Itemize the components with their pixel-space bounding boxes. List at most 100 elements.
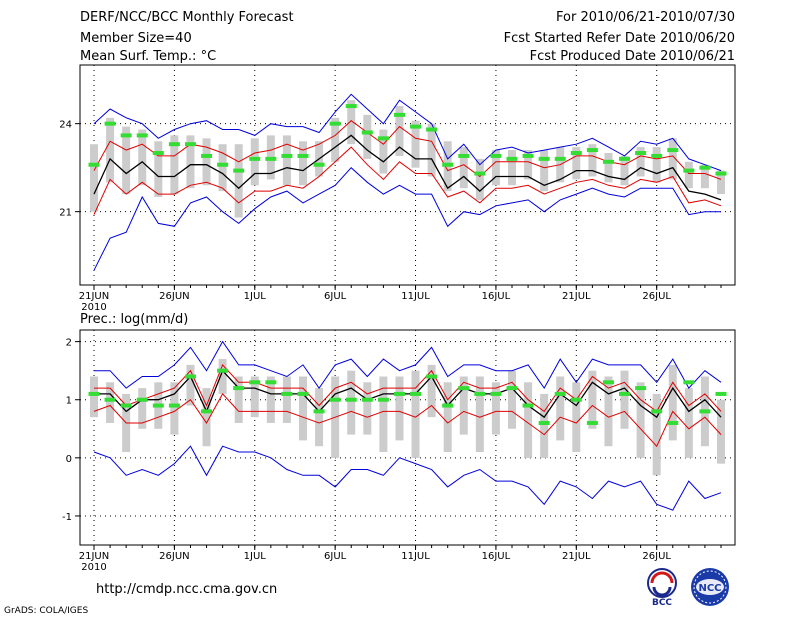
temperature-spread-bar — [379, 129, 388, 174]
precipitation-xtick-label-line: 26JUL — [642, 551, 671, 562]
precipitation-spread-bar — [106, 382, 115, 423]
temperature-median-mark — [265, 156, 277, 161]
precipitation-ytick-label: 1 — [66, 396, 72, 407]
precipitation-spread-bar — [202, 388, 211, 447]
precipitation-median-mark — [490, 391, 502, 396]
temperature-spread-bar — [668, 138, 677, 180]
temperature-spread-bar — [299, 141, 307, 186]
precipitation-spread-bar — [572, 382, 581, 453]
precipitation-median-mark — [506, 386, 518, 391]
temperature-plus-sd-line — [93, 120, 722, 180]
precipitation-median-mark — [136, 397, 148, 402]
precipitation-median-mark — [426, 374, 438, 379]
grads-credit: GrADS: COLA/IGES — [4, 606, 89, 616]
temperature-ytick-label: 21 — [59, 208, 72, 219]
precipitation-spread-bar — [218, 359, 227, 394]
temperature-xtick-label-line: 2010 — [81, 302, 106, 313]
precipitation-median-mark — [217, 368, 229, 373]
precipitation-xtick-label-line: 26JUN — [159, 551, 189, 562]
temperature-median-mark — [538, 156, 550, 161]
precipitation-spread-bar — [411, 370, 420, 458]
temperature-xtick-label-line: 16JUL — [482, 291, 511, 302]
temperature-median-mark — [715, 171, 727, 176]
temperature-spread-bar — [347, 100, 356, 145]
precipitation-spread-bar — [508, 370, 516, 429]
precipitation-median-mark — [297, 391, 309, 396]
temperature-ytick-label: 24 — [59, 120, 72, 131]
precipitation-xtick-label-line: 6JUL — [324, 551, 347, 562]
temperature-median-mark — [297, 153, 309, 158]
temperature-mean-line — [93, 134, 722, 201]
temperature-max-line — [93, 93, 722, 172]
precipitation-median-mark — [442, 403, 454, 408]
precipitation-spread-bar — [524, 382, 533, 458]
precipitation-plus-sd-line — [94, 363, 722, 413]
temperature-spread-bar — [202, 138, 211, 186]
temperature-median-mark — [104, 121, 116, 126]
precipitation-spread-bar — [186, 364, 195, 406]
precipitation-spread-bar — [282, 376, 291, 423]
temperature-spread-bar — [475, 158, 484, 200]
temperature-spread-bar — [427, 123, 436, 177]
precipitation-spread-bar — [588, 370, 597, 429]
temperature-median-mark — [377, 136, 389, 141]
forecast-started-date: Fcst Started Refer Date 2010/06/20 — [503, 31, 735, 46]
precipitation-median-mark — [619, 391, 631, 396]
precipitation-spread-bar — [170, 382, 179, 435]
precipitation-median-mark — [715, 391, 727, 396]
temperature-median-mark — [506, 156, 518, 161]
precipitation-xtick-label: 26JUL — [642, 551, 671, 562]
temperature-spread-bar — [138, 129, 147, 186]
source-url[interactable]: http://cmdp.ncc.cma.gov.cn — [96, 582, 278, 597]
precipitation-median-mark — [313, 409, 325, 414]
temperature-spread-bar — [170, 135, 179, 195]
temperature-median-mark — [345, 104, 357, 109]
temperature-median-mark — [586, 148, 598, 153]
precipitation-median-mark — [88, 391, 100, 396]
precipitation-median-mark — [570, 397, 582, 402]
precipitation-spread-bar — [556, 376, 565, 441]
precipitation-median-mark — [602, 380, 614, 385]
precipitation-median-mark — [265, 380, 277, 385]
temperature-spread-bar — [588, 144, 597, 177]
precipitation-median-mark — [249, 380, 261, 385]
precipitation-spread-bar — [668, 364, 677, 441]
precipitation-label: Prec.: log(mm/d) — [80, 312, 188, 327]
precipitation-median-mark — [201, 409, 213, 414]
temperature-spread-bar — [363, 114, 372, 159]
temperature-median-mark — [619, 156, 631, 161]
ncc-logo: NCC — [691, 568, 729, 606]
temperature-spread-bar — [234, 144, 243, 218]
precipitation-panel: 21JUN 2010 26JUN 1JUL 6JUL 11JUL 16JUL 21JUL 26J… — [62, 329, 736, 573]
precipitation-xtick-label-line: 16JUL — [482, 551, 511, 562]
bcc-logo: BCC — [647, 568, 677, 608]
precipitation-ytick-label: -1 — [62, 512, 72, 523]
temperature-median-mark — [217, 162, 229, 167]
precipitation-spread-bar — [266, 376, 275, 423]
temperature-spread-bar — [186, 135, 195, 189]
forecast-produced-date: Fcst Produced Date 2010/06/21 — [529, 49, 735, 64]
forecast-period: For 2010/06/21-2010/07/30 — [556, 10, 735, 25]
precipitation-xtick-label: 11JUL — [401, 551, 430, 562]
temperature-spread-bar — [652, 147, 661, 183]
temperature-spread-bar — [684, 161, 693, 189]
temperature-median-mark — [281, 153, 293, 158]
temperature-xtick-label-line: 11JUL — [401, 291, 430, 302]
precipitation-spread-bar — [620, 370, 629, 429]
temperature-median-mark — [602, 159, 614, 164]
temperature-xtick-label: 1JUL — [244, 291, 267, 302]
temperature-xtick-label: 26JUN — [159, 291, 189, 302]
temperature-xtick-label-line: 1JUL — [244, 291, 267, 302]
temperature-median-mark — [136, 133, 148, 138]
precipitation-spread-bar — [604, 376, 613, 447]
temperature-frame — [79, 64, 736, 286]
temperature-spread-bar — [540, 150, 549, 192]
temperature-spread-bar — [636, 147, 645, 177]
temperature-spread-bar — [395, 106, 404, 156]
precipitation-median-mark — [410, 391, 422, 396]
temperature-label: Mean Surf. Temp.: °C — [80, 49, 217, 64]
temperature-spread-bar — [154, 141, 163, 197]
temperature-xtick-label: 16JUL — [482, 291, 511, 302]
temperature-min-line — [93, 166, 721, 271]
